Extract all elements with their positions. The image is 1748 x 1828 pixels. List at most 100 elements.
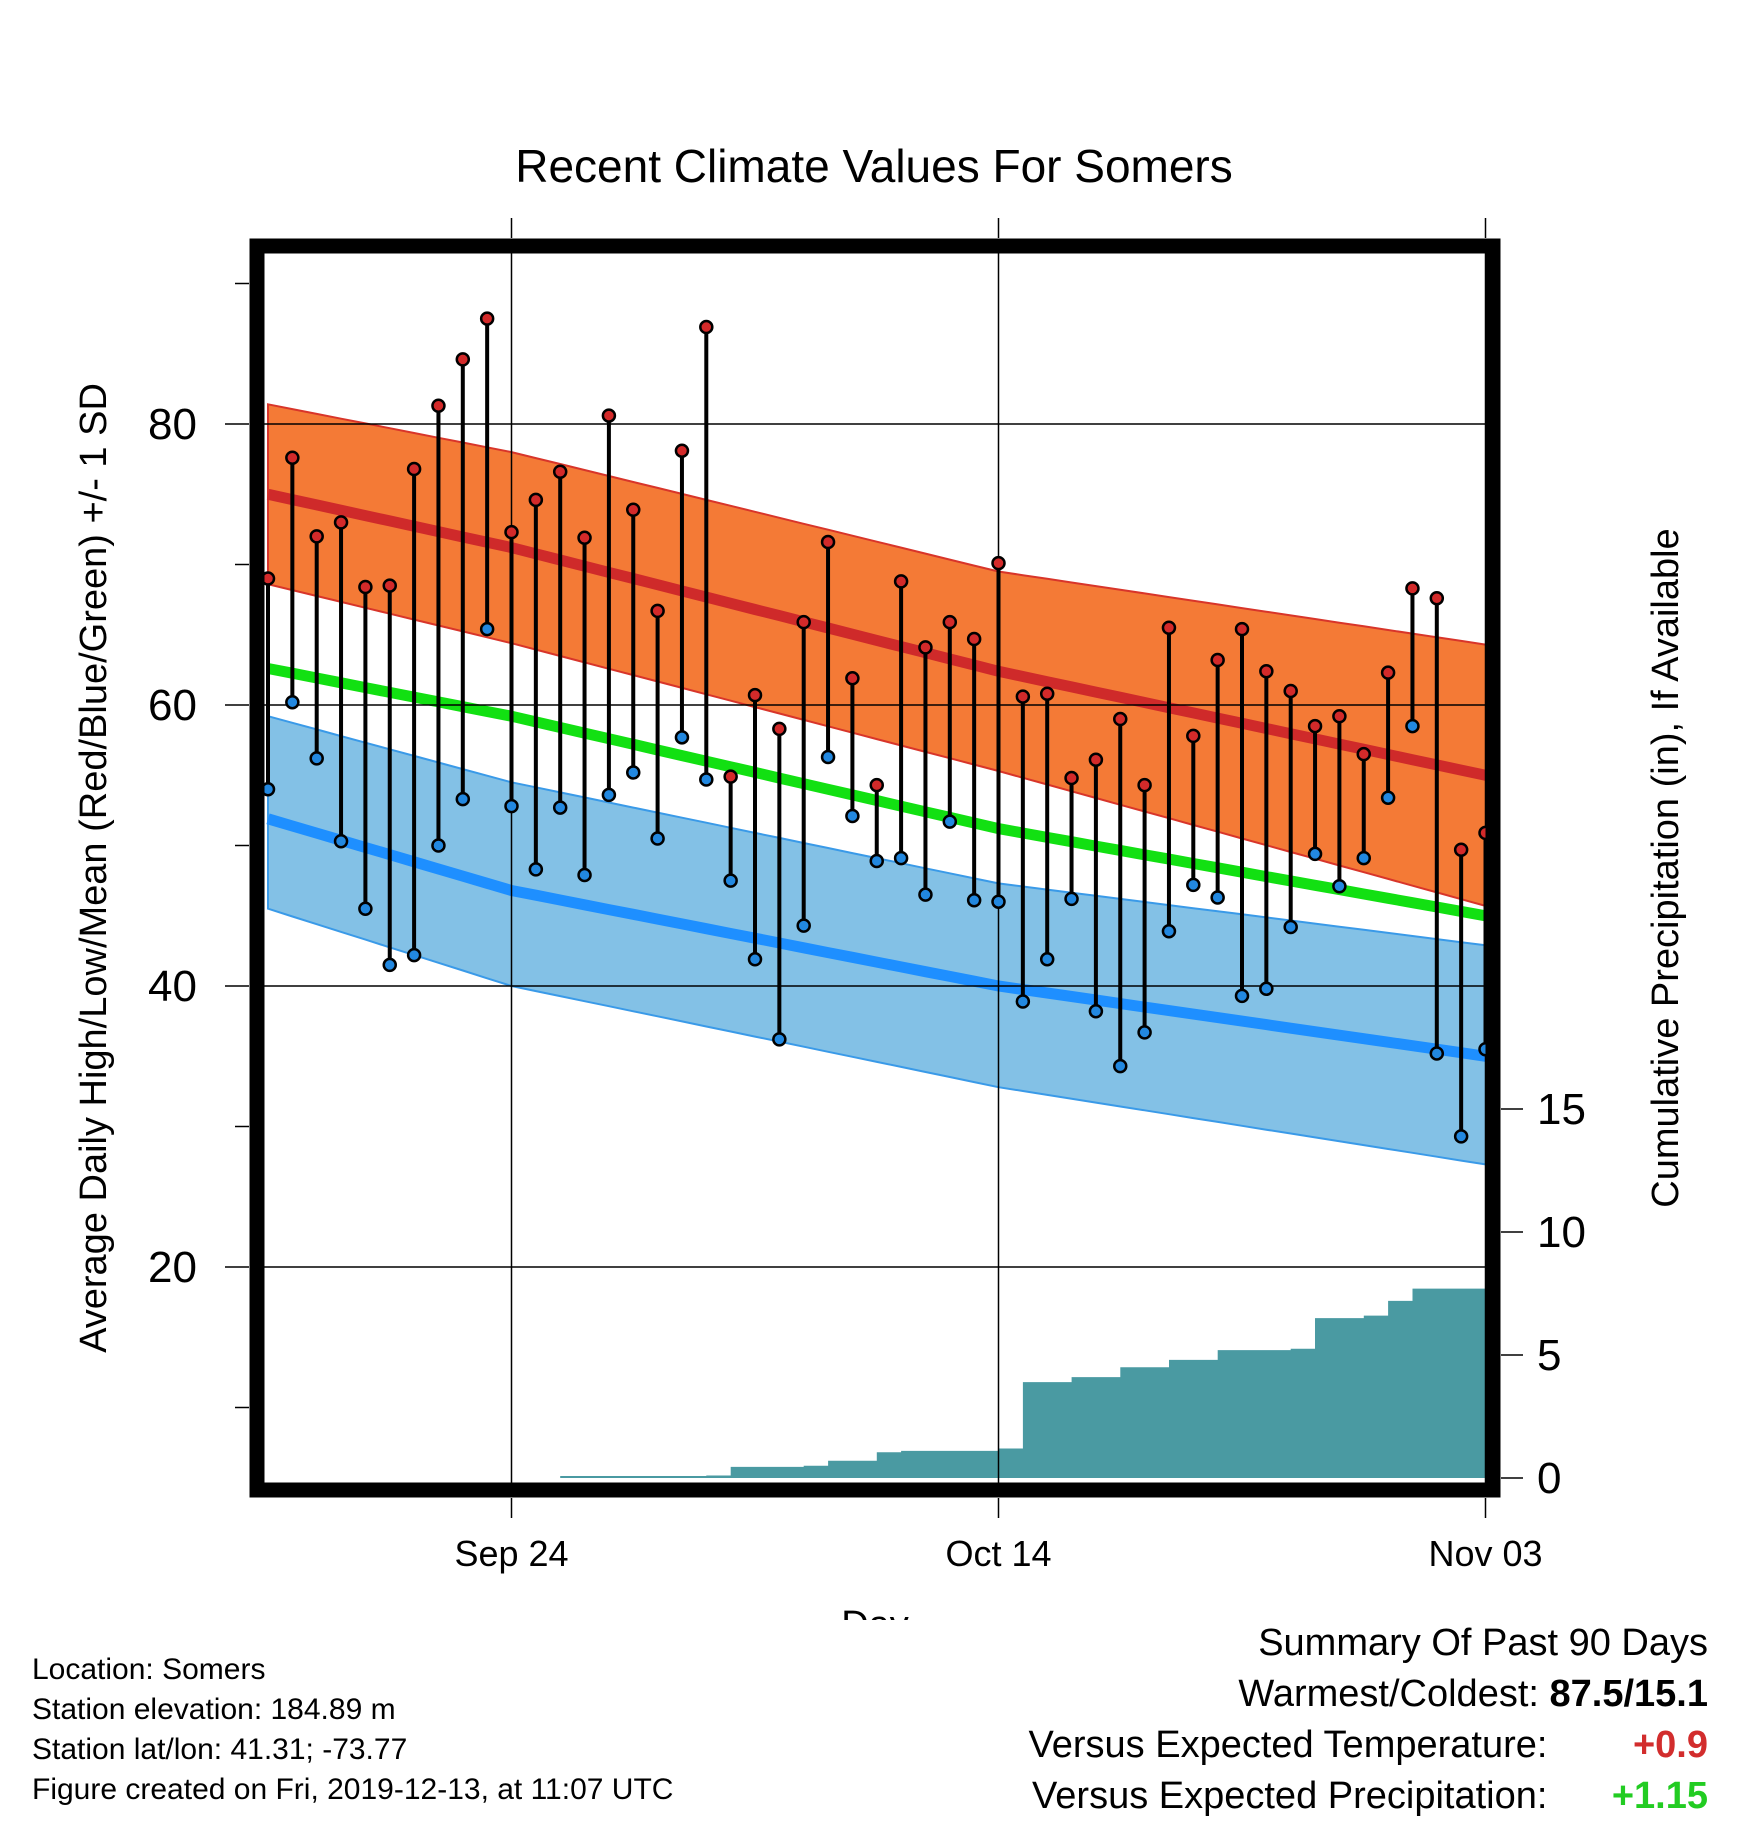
daily-high-point <box>1064 770 1079 786</box>
daily-high-point <box>528 492 544 508</box>
low-sd-band <box>267 714 1493 1167</box>
created-text: Figure created on Fri, 2019-12-13, at 11… <box>32 1773 674 1806</box>
daily-high-point <box>1356 746 1371 762</box>
daily-low-point <box>942 814 958 829</box>
daily-high-point <box>406 461 422 477</box>
x-tick-label: Oct 14 <box>945 1533 1051 1574</box>
y-tick-label: 80 <box>148 400 197 449</box>
daily-high-point <box>650 603 665 619</box>
daily-low-point <box>1039 952 1055 967</box>
summary-heading: Summary Of Past 90 Days <box>1258 1622 1708 1664</box>
daily-high-point <box>333 515 349 530</box>
precip-area <box>268 1283 1493 1478</box>
y2-tick-label: 15 <box>1537 1085 1586 1134</box>
daily-low-point <box>455 791 471 807</box>
daily-high-point <box>1234 621 1250 637</box>
daily-low-point <box>1577 1057 1589 1069</box>
y2-axis-label: Cumulative Precipitation (in), If Availa… <box>1645 528 1687 1207</box>
daily-high-point <box>1601 1043 1613 1055</box>
daily-low-point <box>1113 1058 1128 1074</box>
daily-low-point <box>723 873 738 888</box>
y-tick-label: 40 <box>148 962 197 1011</box>
daily-low-point <box>747 952 763 967</box>
daily-high-point <box>966 631 982 647</box>
daily-high-point <box>1088 752 1104 768</box>
daily-low-point <box>382 957 397 973</box>
daily-low-point <box>1186 877 1201 893</box>
daily-low-point <box>1161 923 1177 939</box>
daily-low-point <box>650 831 665 846</box>
daily-high-point <box>1332 708 1347 724</box>
axis-ticks <box>225 218 1523 1518</box>
daily-low-point <box>1601 1226 1613 1238</box>
vs-temp-row: Versus Expected Temperature: +0.9 <box>1029 1720 1708 1771</box>
daily-high-point <box>796 614 811 630</box>
daily-low-point <box>1453 1129 1469 1144</box>
daily-high-point <box>1504 800 1516 812</box>
daily-high-point <box>1577 875 1589 887</box>
y2-tick-label: 0 <box>1537 1454 1561 1503</box>
normal-mean-line <box>266 663 1493 923</box>
daily-low-point <box>626 765 641 780</box>
daily-low-point <box>820 749 836 765</box>
y2-tick-label: 10 <box>1537 1208 1586 1257</box>
summary-panel: Summary Of Past 90 Days Warmest/Coldest:… <box>1029 1618 1708 1822</box>
x-tick-label: Sep 24 <box>454 1533 568 1574</box>
daily-low-point <box>966 893 982 908</box>
daily-low-point <box>1332 878 1347 894</box>
daily-low-point <box>479 621 495 637</box>
daily-low-point <box>406 947 422 963</box>
y-axis-label: Average Daily High/Low/Mean (Red/Blue/Gr… <box>73 383 115 1353</box>
daily-low-point <box>1137 1025 1152 1040</box>
daily-low-point <box>845 808 860 824</box>
vs-temp-value: +0.9 <box>1632 1724 1708 1766</box>
daily-high-point <box>1161 620 1177 635</box>
daily-high-point <box>577 530 592 546</box>
daily-high-point <box>918 640 933 655</box>
daily-high-point <box>479 311 495 326</box>
daily-low-point <box>285 694 300 710</box>
daily-high-point <box>723 769 738 784</box>
warm-cold-value: 87.5/15.1 <box>1549 1673 1708 1715</box>
daily-high-point <box>285 450 300 465</box>
daily-high-point <box>382 578 397 593</box>
daily-high-point <box>1307 718 1323 734</box>
vs-precip-label: Versus Expected Precipitation: <box>1032 1775 1548 1817</box>
daily-low-point <box>1405 718 1420 734</box>
daily-high-point <box>845 671 860 686</box>
daily-low-point <box>1088 1004 1104 1019</box>
daily-low-point <box>528 862 544 877</box>
daily-high-point <box>1699 834 1711 846</box>
elevation-text: Station elevation: 184.89 m <box>32 1693 396 1726</box>
daily-low-point <box>991 894 1006 909</box>
daily-low-point <box>1504 1112 1516 1124</box>
daily-high-point <box>1210 652 1225 668</box>
daily-high-point <box>991 555 1006 571</box>
daily-low-point <box>1259 981 1274 997</box>
daily-high-point <box>1405 581 1420 596</box>
x-axis-label: Day <box>841 1604 909 1620</box>
normal-low-line <box>266 813 1493 1063</box>
warm-cold-row: Warmest/Coldest: 87.5/15.1 <box>1029 1669 1708 1720</box>
daily-low-point <box>1699 1254 1711 1266</box>
daily-high-point <box>1429 590 1445 606</box>
daily-low-point <box>1723 1288 1735 1300</box>
daily-high-point <box>1453 842 1469 857</box>
daily-high-point <box>504 524 519 540</box>
daily-high-point <box>431 398 446 413</box>
daily-low-point <box>1380 790 1396 805</box>
daily-high-point <box>1380 665 1396 680</box>
daily-high-point <box>1723 1112 1735 1124</box>
daily-low-point <box>358 901 373 916</box>
daily-high-point <box>1553 811 1565 823</box>
daily-low-point <box>333 834 349 849</box>
y-tick-label: 60 <box>148 681 197 730</box>
daily-low-point <box>577 867 592 883</box>
daily-high-point <box>747 687 763 703</box>
daily-high-point <box>1283 683 1298 699</box>
daily-low-point <box>1283 919 1298 935</box>
daily-high-point <box>699 319 714 335</box>
daily-low-point <box>1626 1296 1638 1308</box>
daily-low-point <box>1429 1046 1445 1061</box>
daily-high-point <box>942 614 958 630</box>
